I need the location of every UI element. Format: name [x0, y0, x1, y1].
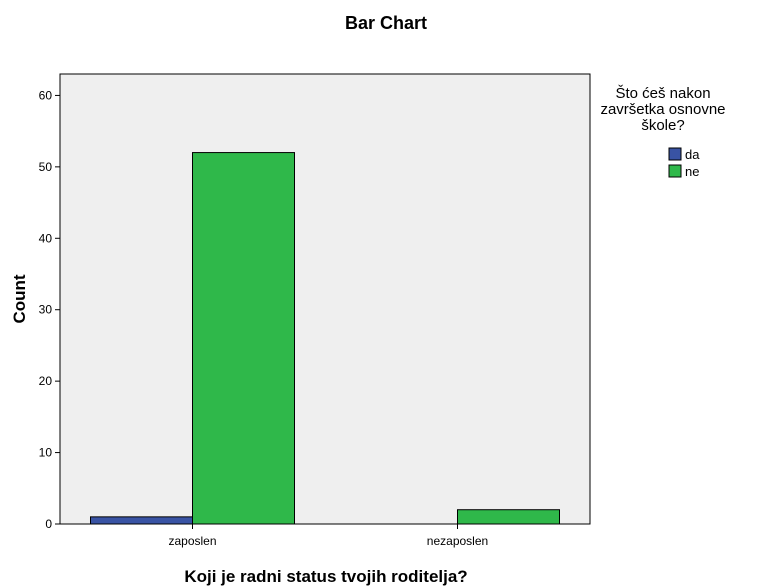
- chart-title: Bar Chart: [345, 13, 427, 33]
- legend-title-line: Što ćeš nakon: [615, 85, 710, 102]
- y-tick-label: 60: [39, 88, 53, 102]
- y-tick-label: 30: [39, 303, 53, 317]
- legend-swatch-ne: [668, 164, 682, 178]
- legend-label-ne: ne: [685, 164, 699, 179]
- legend-title-line: škole?: [641, 117, 684, 134]
- bar-ne-nezaposlen: [457, 509, 560, 525]
- bar-ne-zaposlen: [192, 152, 295, 525]
- legend-title-line: završetka osnovne: [600, 101, 725, 118]
- plot-area: [59, 73, 591, 525]
- x-axis-title: Koji je radni status tvojih roditelja?: [184, 567, 467, 586]
- x-tick-label: zaposlen: [168, 534, 216, 548]
- legend-swatch-da: [668, 147, 682, 161]
- y-axis: 0 10 20 30 40 50 60: [39, 88, 60, 531]
- y-tick-label: 40: [39, 231, 53, 245]
- x-axis: zaposlen nezaposlen: [168, 524, 488, 548]
- bars: [90, 152, 560, 525]
- x-tick-label: nezaposlen: [427, 534, 488, 548]
- y-tick-label: 10: [39, 446, 53, 460]
- y-tick-label: 50: [39, 160, 53, 174]
- y-axis-title: Count: [10, 274, 29, 323]
- legend-label-da: da: [685, 147, 700, 162]
- bar-da-zaposlen: [90, 516, 193, 525]
- y-tick-label: 20: [39, 374, 53, 388]
- y-tick-label: 0: [45, 517, 52, 531]
